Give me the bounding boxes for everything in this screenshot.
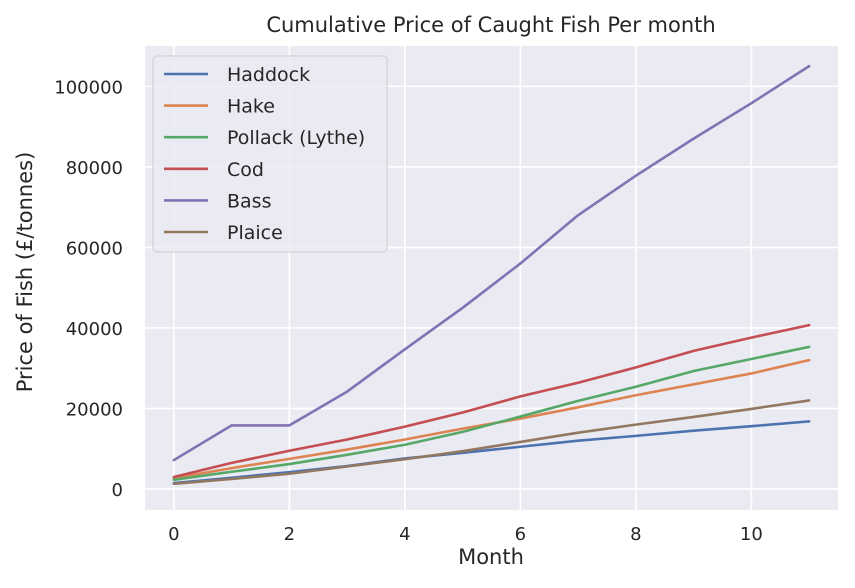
x-tick-label: 2 — [284, 524, 295, 545]
chart-title: Cumulative Price of Caught Fish Per mont… — [266, 13, 715, 37]
series-line-pollack-lythe — [172, 345, 811, 482]
x-tick-labels: 0 2 4 6 8 10 — [168, 524, 763, 545]
grid — [145, 46, 838, 510]
legend-label-pollack-lythe: Pollack (Lythe) — [227, 127, 365, 149]
y-tick-label: 60000 — [66, 238, 123, 259]
x-tick-label: 6 — [515, 524, 526, 545]
x-tick-label: 4 — [399, 524, 410, 545]
legend-box — [152, 55, 388, 253]
y-tick-label: 100000 — [54, 77, 123, 98]
x-axis-label: Month — [458, 545, 524, 569]
series-lines — [172, 64, 811, 486]
series-line-plaice — [172, 399, 811, 486]
y-axis-label: Price of Fish (£/tonnes) — [13, 152, 37, 393]
y-tick-labels: 0 20000 40000 60000 80000 100000 — [54, 77, 123, 501]
series-line-bass — [172, 64, 811, 462]
series-line-haddock — [172, 420, 811, 485]
legend-label-bass: Bass — [227, 190, 271, 212]
x-tick-label: 8 — [630, 524, 641, 545]
legend: Haddock Hake Pollack (Lythe) Cod Bass Plaice — [152, 55, 388, 253]
legend-label-plaice: Plaice — [227, 222, 283, 244]
y-tick-label: 80000 — [66, 158, 123, 179]
y-tick-label: 20000 — [66, 400, 123, 421]
y-tick-label: 40000 — [66, 319, 123, 340]
x-tick-label: 10 — [740, 524, 763, 545]
x-tick-label: 0 — [168, 524, 179, 545]
legend-label-cod: Cod — [227, 159, 264, 181]
y-tick-label: 0 — [112, 480, 123, 501]
legend-label-hake: Hake — [227, 96, 275, 118]
legend-label-haddock: Haddock — [227, 64, 310, 86]
series-line-cod — [172, 323, 811, 479]
